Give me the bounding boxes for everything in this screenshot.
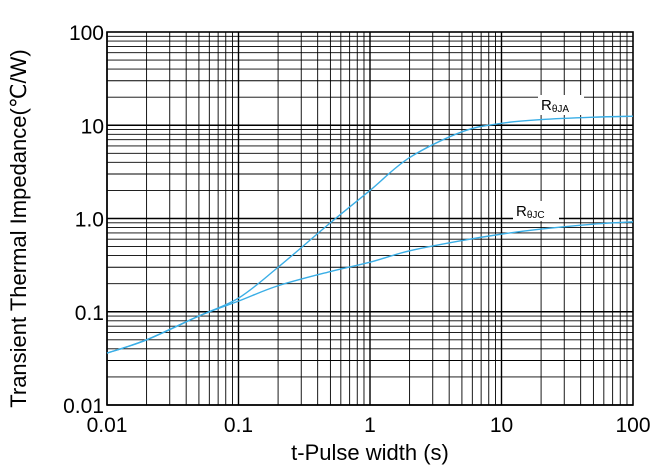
series-label-backdrop — [538, 95, 584, 115]
series-label-backdrop — [513, 201, 559, 221]
plot-frame — [106, 31, 634, 406]
x-tick-label: 0.1 — [224, 414, 253, 437]
series-line-rthjc — [106, 221, 634, 354]
y-axis-title: Transient Thermal Impedance(℃/W) — [6, 49, 31, 408]
x-tick-label: 0.01 — [87, 414, 128, 437]
y-tick-label: 0.1 — [75, 302, 104, 325]
x-tick-label: 1 — [364, 414, 376, 437]
series-label-rthjc: RθJC — [516, 203, 545, 221]
y-tick-label: 0.01 — [63, 395, 104, 418]
x-tick-label: 10 — [490, 414, 513, 437]
series-curves — [106, 115, 634, 354]
y-tick-label: 1.0 — [75, 209, 104, 232]
x-tick-labels: 0.01 0.1 1 10 100 — [87, 414, 651, 437]
x-axis-title: t-Pulse width (s) — [291, 440, 449, 465]
y-tick-label: 10 — [81, 115, 104, 138]
x-tick-label: 100 — [615, 414, 650, 437]
y-tick-label: 100 — [69, 22, 104, 45]
chart-grid — [106, 32, 633, 406]
series-label-rthja: RθJA — [541, 97, 569, 115]
y-tick-labels: 0.01 0.1 1.0 10 100 — [63, 22, 104, 418]
series-labels: RθJA RθJC — [513, 95, 584, 221]
